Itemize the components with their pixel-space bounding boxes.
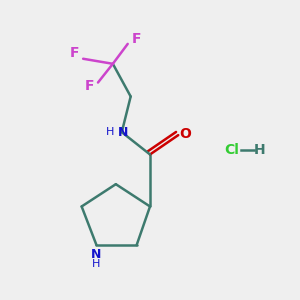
Text: F: F <box>84 79 94 93</box>
Text: N: N <box>91 248 102 261</box>
Text: O: O <box>179 127 191 141</box>
Text: F: F <box>132 32 141 46</box>
Text: H: H <box>106 127 115 137</box>
Text: H: H <box>254 143 266 157</box>
Text: Cl: Cl <box>224 143 239 157</box>
Text: F: F <box>70 46 79 60</box>
Text: H: H <box>92 259 101 269</box>
Text: N: N <box>118 126 128 139</box>
